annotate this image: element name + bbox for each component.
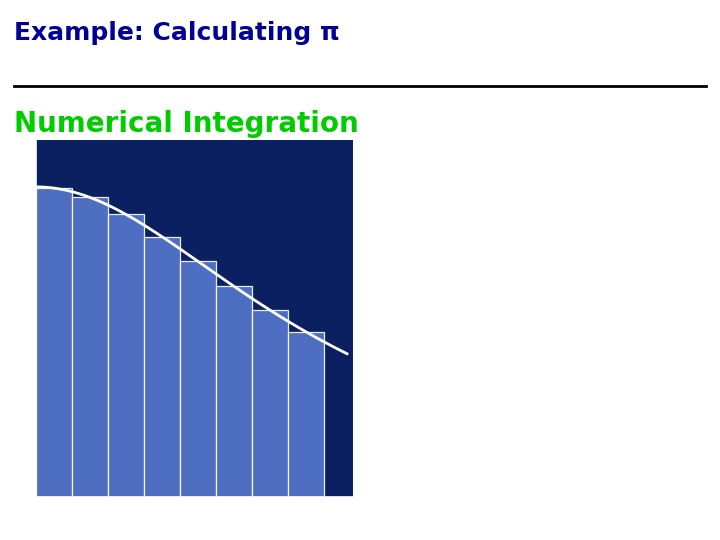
Text: $\sum$: $\sum$	[387, 324, 426, 379]
Bar	[216, 286, 252, 497]
Bar	[108, 214, 144, 497]
Text: $i = 0$: $i = 0$	[387, 391, 415, 405]
Bar	[252, 310, 288, 497]
Text: Numerical Integration: Numerical Integration	[14, 111, 359, 138]
Text: Mathematically, we know that:: Mathematically, we know that:	[396, 128, 661, 143]
Text: We can approximate the
integral as a sum of
rectangles:: We can approximate the integral as a sum…	[396, 274, 606, 324]
Bar	[180, 261, 216, 497]
Text: Where each rectangle has
width Δx and height F(xᵢ) at
the middle of interval i.: Where each rectangle has width Δx and he…	[396, 407, 634, 457]
Text: $\int$: $\int$	[391, 165, 417, 219]
Text: $dx = \pi$: $dx = \pi$	[563, 169, 629, 189]
Bar	[36, 188, 72, 497]
Text: $(1+x^2)$: $(1+x^2)$	[449, 211, 512, 233]
Text: $1$: $1$	[420, 153, 431, 167]
Text: $0$: $0$	[414, 228, 424, 242]
Text: Example: Calculating π: Example: Calculating π	[14, 22, 340, 45]
X-axis label: X: X	[187, 524, 202, 540]
Bar	[288, 332, 324, 497]
Text: $\mathbf{4.0}$: $\mathbf{4.0}$	[462, 159, 500, 179]
Bar	[144, 237, 180, 497]
Text: $N$: $N$	[408, 314, 420, 328]
Text: $F(x_i)\Delta x \approx \pi$: $F(x_i)\Delta x \approx \pi$	[467, 326, 587, 350]
Bar	[72, 198, 108, 497]
